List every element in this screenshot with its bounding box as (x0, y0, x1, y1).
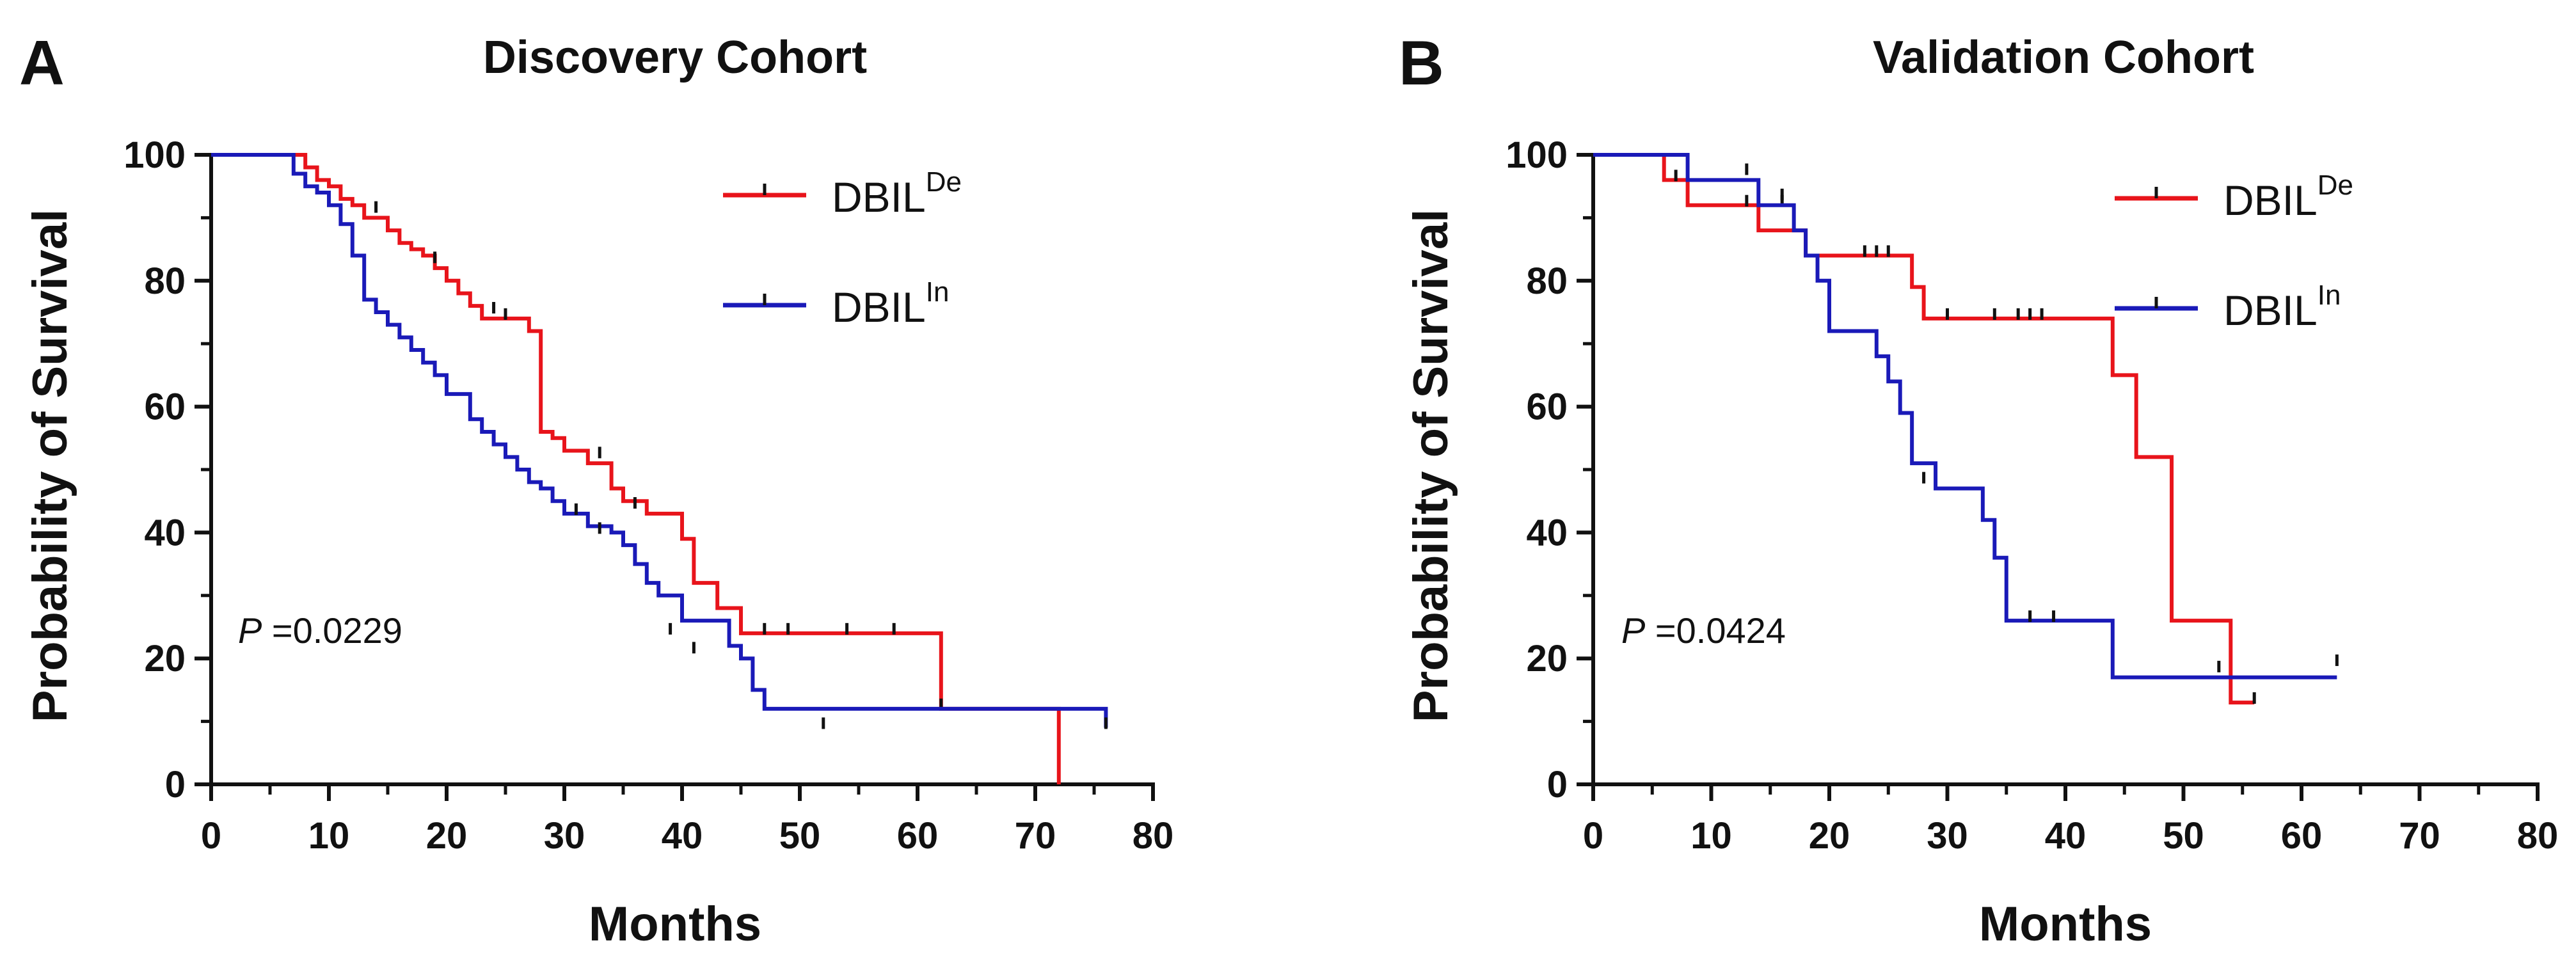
x-tick-label: 40 (2045, 815, 2087, 857)
y-tick-label: 100 (1506, 134, 1568, 176)
y-tick-label: 0 (1547, 764, 1568, 805)
panel-letter: B (1399, 28, 1444, 98)
x-tick-label: 50 (779, 815, 821, 857)
p-value-annotation: P =0.0229 (238, 610, 402, 651)
panel-b: B Validation Cohort Months Probability o… (1399, 28, 2558, 951)
survival-curve-de (1593, 153, 2255, 705)
legend-label: DBILIn (832, 276, 949, 331)
survival-curve-de (211, 153, 1061, 784)
x-tick-label: 30 (1927, 815, 1968, 857)
y-tick-label: 20 (144, 638, 186, 679)
x-tick-label: 20 (426, 815, 468, 857)
p-value-annotation: P =0.0424 (1621, 610, 1786, 651)
panel-letter: A (19, 28, 65, 98)
x-tick-label: 0 (201, 815, 221, 857)
y-tick-label: 0 (165, 764, 186, 805)
legend-label: DBILDe (832, 166, 962, 221)
legend-label: DBILIn (2223, 280, 2341, 334)
x-axis-label: Months (1979, 897, 2152, 951)
y-tick-label: 20 (1526, 638, 1568, 679)
x-tick-label: 80 (1133, 815, 1174, 857)
x-tick-label: 10 (1690, 815, 1732, 857)
chart-title: Discovery Cohort (483, 32, 867, 83)
x-tick-label: 10 (308, 815, 350, 857)
survival-curve-in (211, 153, 1108, 728)
x-tick-label: 30 (544, 815, 585, 857)
legend-label: DBILDe (2223, 170, 2353, 224)
y-tick-label: 40 (1526, 512, 1568, 553)
x-axis-label: Months (589, 897, 761, 951)
x-tick-label: 70 (1015, 815, 1056, 857)
y-axis-label: Probability of Survival (23, 209, 77, 722)
y-tick-label: 80 (1526, 260, 1568, 302)
panel-a: A Discovery Cohort Months Probability of… (19, 28, 1173, 951)
y-tick-label: 100 (123, 134, 186, 176)
x-tick-label: 80 (2517, 815, 2559, 857)
x-tick-label: 0 (1583, 815, 1603, 857)
x-tick-label: 20 (1809, 815, 1850, 857)
chart-title: Validation Cohort (1873, 32, 2254, 83)
y-tick-label: 60 (144, 386, 186, 428)
survival-curve-in (1593, 153, 2337, 679)
y-tick-label: 80 (144, 260, 186, 302)
x-tick-label: 40 (662, 815, 703, 857)
y-tick-label: 40 (144, 512, 186, 553)
x-tick-label: 70 (2399, 815, 2440, 857)
x-tick-label: 50 (2163, 815, 2204, 857)
y-tick-label: 60 (1526, 386, 1568, 428)
x-tick-label: 60 (2281, 815, 2323, 857)
x-tick-label: 60 (897, 815, 939, 857)
y-axis-label: Probability of Survival (1404, 209, 1458, 722)
